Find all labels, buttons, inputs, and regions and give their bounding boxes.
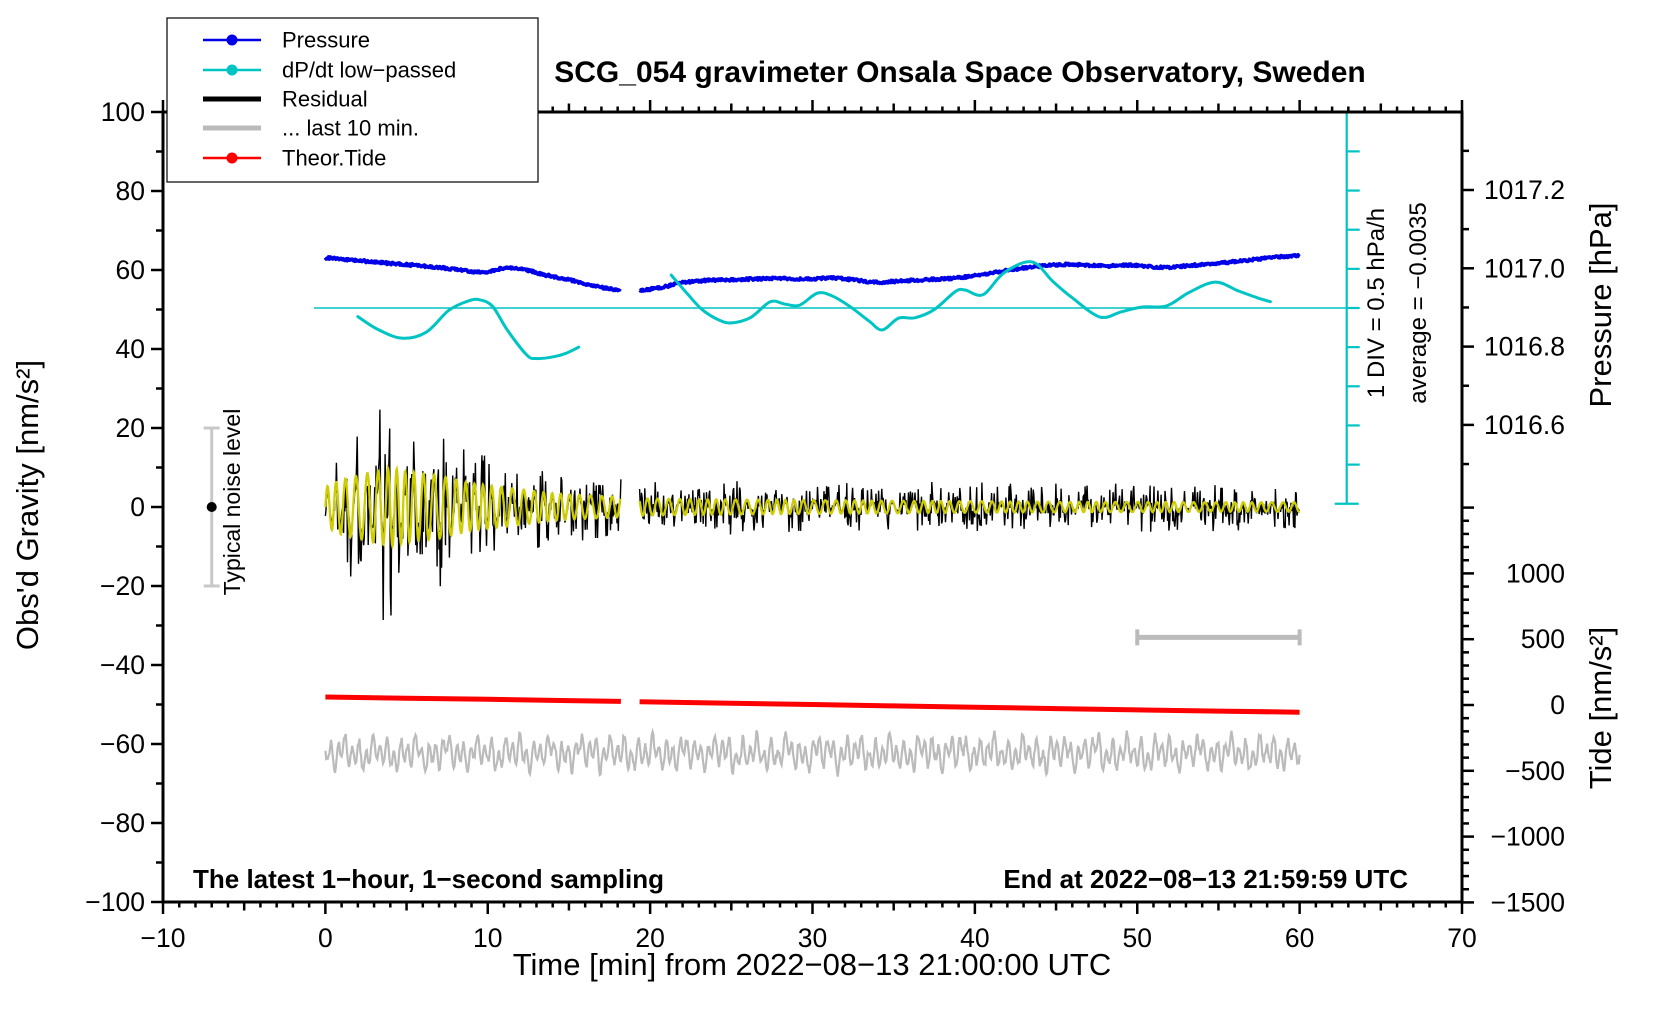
tick-label: 50 — [1123, 923, 1152, 953]
legend-item-label: Pressure — [282, 28, 370, 53]
residual-lowpass-curve — [324, 464, 622, 551]
annotation-end-time: End at 2022−08−13 21:59:59 UTC — [1003, 864, 1408, 894]
y-axis-title-pressure: Pressure [hPa] — [1583, 202, 1618, 407]
legend-item-label: dP/dt low−passed — [282, 58, 456, 83]
tick-label: −80 — [100, 808, 145, 838]
legend-item-label: Residual — [282, 87, 368, 112]
legend-item-residual: Residual — [203, 87, 368, 112]
dpdt-curve — [356, 297, 581, 361]
tick-label: 60 — [116, 255, 145, 285]
plot-frame — [161, 110, 1464, 904]
tick-label: 500 — [1521, 624, 1565, 654]
x-axis-title: Time [min] from 2022−08−13 21:00:00 UTC — [513, 947, 1112, 982]
legend-dot-icon — [226, 34, 238, 46]
legend: Pressure dP/dt low−passed Residual ... last… — [166, 17, 539, 183]
tick-label: 20 — [635, 923, 664, 953]
tick-label: −20 — [100, 571, 145, 601]
tick-label: −40 — [100, 650, 145, 680]
residual-lowpass-curve — [638, 497, 1301, 517]
tick-label: 20 — [116, 413, 145, 443]
tick-label: 0 — [1550, 690, 1565, 720]
tick-label: 10 — [473, 923, 502, 953]
theor-tide-curve — [325, 694, 621, 704]
y-axis-title-gravity: Obs'd Gravity [nm/s²] — [10, 360, 45, 650]
legend-item-dpdt: dP/dt low−passed — [203, 58, 456, 83]
legend-item-tide: Theor.Tide — [203, 146, 386, 171]
legend-dot-icon — [226, 64, 238, 76]
tick-label: 1016.6 — [1484, 410, 1565, 440]
plot-content — [203, 111, 1360, 778]
chart-title: SCG_054 gravimeter Onsala Space Observat… — [554, 56, 1366, 89]
annotation-sampling: The latest 1−hour, 1−second sampling — [193, 864, 664, 894]
tick-label: −1500 — [1491, 887, 1565, 917]
pressure-curve — [323, 255, 622, 293]
tick-label: 1000 — [1506, 558, 1565, 588]
tick-label: −60 — [100, 729, 145, 759]
pressure-curve — [638, 253, 1301, 293]
noise-level-dot — [206, 502, 217, 512]
tick-label: 0 — [130, 492, 145, 522]
tick-label: 40 — [960, 923, 989, 953]
annotation-average: average = −0.0035 — [1405, 202, 1432, 404]
tick-label: 1017.0 — [1484, 253, 1565, 283]
theor-tide-curve — [639, 699, 1300, 715]
legend-item-label: ... last 10 min. — [282, 116, 419, 141]
tick-label: 100 — [101, 97, 145, 127]
tick-label: −1000 — [1491, 822, 1565, 852]
annotation-div-scale: 1 DIV = 0.5 hPa/h — [1363, 208, 1390, 398]
tick-label: 70 — [1447, 923, 1476, 953]
tick-label: 0 — [318, 923, 333, 953]
y-axis-title-tide: Tide [nm/s²] — [1583, 627, 1618, 790]
tick-label: 1016.8 — [1484, 332, 1565, 362]
legend-item-label: Theor.Tide — [282, 146, 386, 171]
tick-label: −100 — [85, 887, 145, 917]
legend-item-residual_last10: ... last 10 min. — [203, 116, 419, 141]
tick-label: −10 — [141, 923, 186, 953]
tick-label: −500 — [1505, 756, 1565, 786]
noise-level-bar — [203, 426, 220, 588]
dpdt-curve — [669, 260, 1272, 332]
last10-span-bar — [1135, 629, 1302, 646]
tick-labels: −10 0 10 20 30 40 50 60 70100806040200−20−40−60−… — [85, 97, 1565, 953]
tick-label: 40 — [116, 334, 145, 364]
legend-item-pressure: Pressure — [203, 28, 370, 53]
tick-label: 1017.2 — [1484, 175, 1565, 205]
tick-label: 80 — [116, 176, 145, 206]
tick-label: 30 — [798, 923, 827, 953]
legend-dot-icon — [226, 152, 238, 164]
last10-residual-curve — [324, 727, 1301, 778]
tick-label: 60 — [1285, 923, 1314, 953]
div-scale-bar — [1334, 111, 1360, 505]
axes-frame: −10 0 10 20 30 40 50 60 70100806040200−20−40−60−… — [85, 97, 1565, 953]
annotation-noise-level: Typical noise level — [219, 409, 245, 596]
